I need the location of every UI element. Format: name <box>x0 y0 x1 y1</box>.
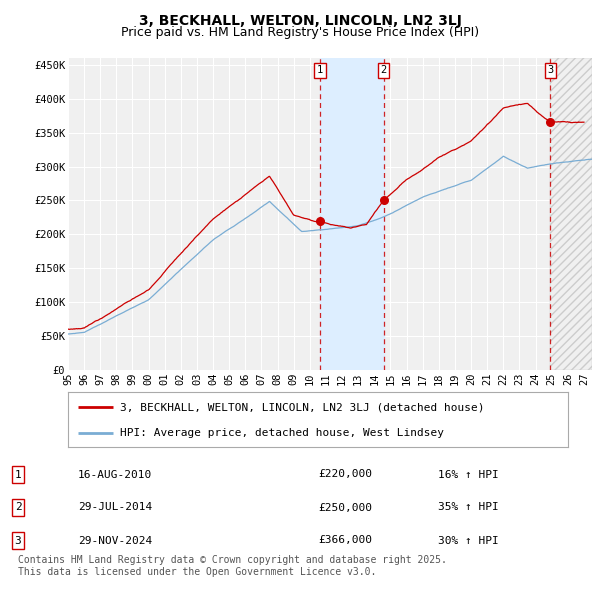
Text: £366,000: £366,000 <box>318 536 372 546</box>
Text: 16-AUG-2010: 16-AUG-2010 <box>78 470 152 480</box>
Text: 3: 3 <box>547 65 553 75</box>
Text: 29-JUL-2014: 29-JUL-2014 <box>78 503 152 513</box>
Text: Price paid vs. HM Land Registry's House Price Index (HPI): Price paid vs. HM Land Registry's House … <box>121 26 479 39</box>
Text: 1: 1 <box>14 470 22 480</box>
Text: 3, BECKHALL, WELTON, LINCOLN, LN2 3LJ (detached house): 3, BECKHALL, WELTON, LINCOLN, LN2 3LJ (d… <box>121 402 485 412</box>
Bar <box>550 58 592 370</box>
Text: 16% ↑ HPI: 16% ↑ HPI <box>438 470 499 480</box>
Text: 2: 2 <box>14 503 22 513</box>
Text: 29-NOV-2024: 29-NOV-2024 <box>78 536 152 546</box>
Text: 35% ↑ HPI: 35% ↑ HPI <box>438 503 499 513</box>
Bar <box>320 58 383 370</box>
Text: 1: 1 <box>317 65 323 75</box>
Text: 30% ↑ HPI: 30% ↑ HPI <box>438 536 499 546</box>
Text: 3: 3 <box>14 536 22 546</box>
Text: HPI: Average price, detached house, West Lindsey: HPI: Average price, detached house, West… <box>121 428 445 438</box>
Text: 2: 2 <box>380 65 387 75</box>
Text: £250,000: £250,000 <box>318 503 372 513</box>
Text: Contains HM Land Registry data © Crown copyright and database right 2025.
This d: Contains HM Land Registry data © Crown c… <box>18 555 447 577</box>
Text: 3, BECKHALL, WELTON, LINCOLN, LN2 3LJ: 3, BECKHALL, WELTON, LINCOLN, LN2 3LJ <box>139 14 461 28</box>
Text: £220,000: £220,000 <box>318 470 372 480</box>
